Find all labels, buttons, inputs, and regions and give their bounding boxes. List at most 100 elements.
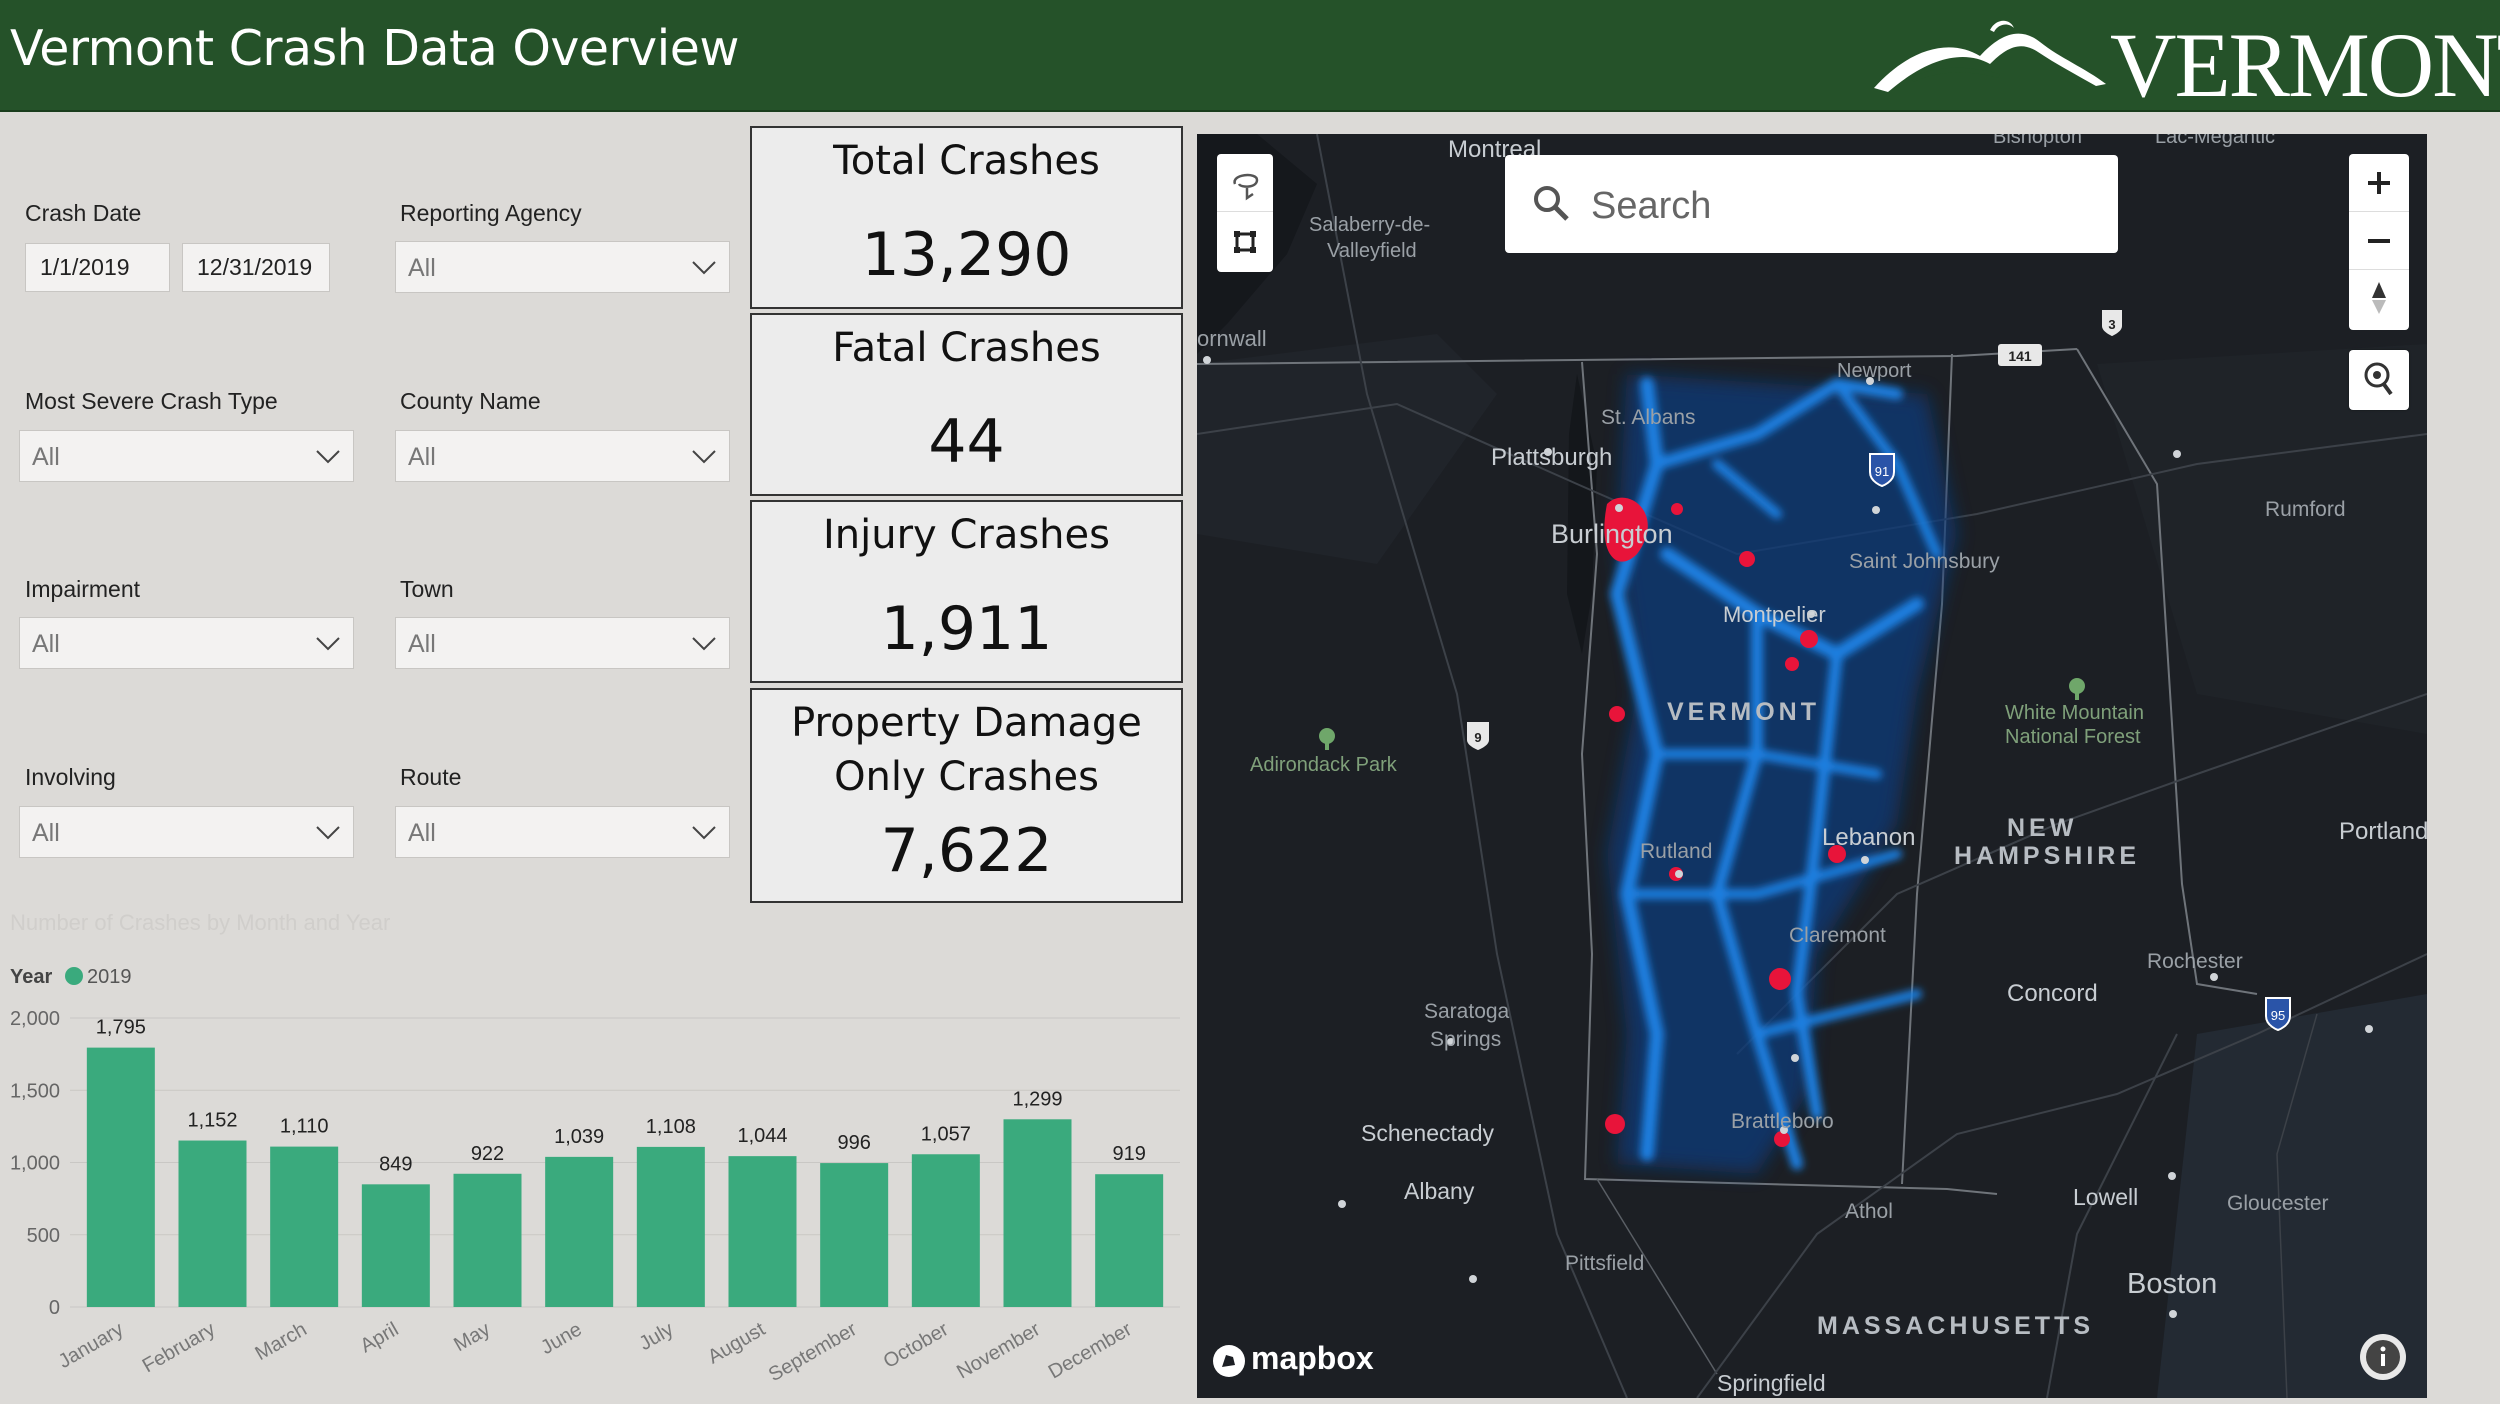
map-info-button[interactable]	[2360, 1334, 2406, 1380]
map-label-new: NEW	[2007, 814, 2078, 842]
involving-dropdown[interactable]: All	[19, 806, 354, 858]
bar-september[interactable]	[820, 1163, 889, 1307]
x-tick-label: July	[636, 1318, 678, 1355]
y-tick-label: 500	[27, 1225, 60, 1247]
dropdown-value: All	[32, 443, 60, 471]
crash-date-start-input[interactable]: 1/1/2019	[25, 243, 170, 292]
map-label-claremont: Claremont	[1789, 924, 1886, 947]
route-label: Route	[400, 764, 462, 790]
bar-november[interactable]	[1003, 1119, 1072, 1307]
chevron-down-icon	[316, 826, 340, 840]
x-tick-label: October	[880, 1318, 953, 1373]
bar-march[interactable]	[270, 1146, 339, 1307]
bar-february[interactable]	[178, 1140, 247, 1307]
crash-date-end-input[interactable]: 12/31/2019	[182, 243, 330, 292]
map-canvas[interactable]: 91 95 3 9 141	[1197, 134, 2427, 1398]
most-severe-crash-type-dropdown[interactable]: All	[19, 430, 354, 482]
lasso-select-button[interactable]	[1217, 154, 1273, 212]
map-label-national-forest: National Forest	[2005, 726, 2141, 748]
dropdown-value: All	[32, 819, 60, 847]
kpi-injury-crashes: Injury Crashes 1,911	[750, 500, 1183, 683]
map-label-lowell: Lowell	[2073, 1184, 2139, 1210]
map-search-input[interactable]: Search	[1505, 155, 2118, 253]
map-label-adirondack: Adirondack Park	[1250, 754, 1397, 776]
map-label-pittsfield: Pittsfield	[1565, 1252, 1645, 1275]
bar-october[interactable]	[911, 1154, 980, 1307]
kpi-title-line1: Property Damage	[791, 700, 1142, 746]
zoom-out-button[interactable]	[2349, 212, 2409, 270]
i91-shield-icon: 91	[1869, 453, 1895, 488]
data-label: 1,108	[646, 1116, 696, 1138]
map-label-hampshire: HAMPSHIRE	[1954, 842, 2141, 870]
map-label-springs: Springs	[1430, 1028, 1502, 1051]
kpi-title: Total Crashes	[833, 138, 1100, 184]
map-label-rumford: Rumford	[2265, 498, 2346, 521]
x-tick-label: May	[450, 1318, 494, 1356]
impairment-label: Impairment	[25, 576, 141, 602]
bar-august[interactable]	[728, 1156, 797, 1307]
mapbox-logo-icon	[1213, 1344, 1245, 1377]
park-tree-icon	[1319, 678, 2085, 750]
minus-icon	[2368, 239, 2390, 243]
mapbox-label: mapbox	[1251, 1340, 1374, 1376]
bar-december[interactable]	[1095, 1174, 1164, 1307]
bar-june[interactable]	[545, 1156, 614, 1307]
zoom-controls	[2349, 154, 2409, 330]
county-name-dropdown[interactable]: All	[395, 430, 730, 482]
route-dropdown[interactable]: All	[395, 806, 730, 858]
crashes-by-month-chart: Year 2019 0 500 1,000 1,500 2,000 1,795 1,152…	[10, 966, 1180, 1386]
map-label-lebanon: Lebanon	[1822, 824, 1916, 851]
map-label-plattsburgh: Plattsburgh	[1491, 444, 1613, 471]
town-dropdown[interactable]: All	[395, 617, 730, 669]
reporting-agency-label: Reporting Agency	[400, 200, 582, 226]
map-label-rochester: Rochester	[2147, 950, 2243, 973]
crash-heatmap-map[interactable]: 91 95 3 9 141 Montreal Salaberry-de- Val…	[1197, 134, 2427, 1398]
city-dots	[1203, 356, 2373, 1318]
county-name-label: County Name	[400, 388, 541, 414]
map-label-bishopton: Bishopton	[1993, 134, 2082, 148]
map-label-white-mountain: White Mountain	[2005, 702, 2144, 724]
bar-january[interactable]	[86, 1047, 155, 1307]
reporting-agency-dropdown[interactable]: All	[395, 241, 730, 293]
rectangle-select-button[interactable]	[1217, 212, 1273, 272]
most-severe-crash-type-label: Most Severe Crash Type	[25, 388, 278, 414]
x-tick-label: June	[537, 1318, 586, 1359]
data-label: 1,299	[1012, 1088, 1062, 1110]
compass-button[interactable]	[2349, 270, 2409, 328]
map-label-st-albans: St. Albans	[1601, 406, 1696, 429]
data-label: 1,110	[280, 1116, 329, 1138]
involving-label: Involving	[25, 764, 116, 790]
i95-shield-icon: 95	[2265, 997, 2291, 1032]
legend-series-name[interactable]: 2019	[87, 966, 132, 988]
y-tick-label: 2,000	[10, 1008, 60, 1030]
x-tick-label: November	[953, 1318, 1044, 1383]
map-label-albany: Albany	[1404, 1178, 1475, 1204]
x-tick-label: September	[765, 1318, 861, 1386]
focus-zoom-button[interactable]	[2349, 350, 2409, 410]
impairment-dropdown[interactable]: All	[19, 617, 354, 669]
bar-april[interactable]	[361, 1184, 430, 1307]
bar-may[interactable]	[453, 1173, 522, 1307]
map-label-valleyfield: Valleyfield	[1327, 240, 1417, 262]
kpi-value: 13,290	[861, 220, 1072, 290]
header-bar: Vermont Crash Data Overview VERMONT	[0, 0, 2500, 116]
mapbox-attribution[interactable]: mapbox	[1211, 1340, 1374, 1379]
bar-july[interactable]	[636, 1146, 705, 1307]
map-label-schenectady: Schenectady	[1361, 1120, 1494, 1146]
zoom-in-button[interactable]	[2349, 154, 2409, 212]
vermont-logo: VERMONT	[1870, 8, 2500, 116]
kpi-value: 44	[928, 407, 1005, 477]
heatmap-roads	[1609, 377, 1942, 1170]
kpi-property-damage-crashes: Property Damage Only Crashes 7,622	[750, 688, 1183, 903]
us3-shield-icon: 3	[2102, 310, 2122, 336]
chart-title: Number of Crashes by Month and Year	[10, 910, 391, 935]
kpi-value: 7,622	[880, 816, 1053, 886]
data-label: 996	[837, 1132, 870, 1154]
data-label: 1,044	[737, 1125, 787, 1147]
data-label: 1,795	[96, 1017, 146, 1039]
us9-shield-icon: 9	[1467, 722, 1489, 750]
lasso-icon	[1233, 173, 1259, 201]
kpi-fatal-crashes: Fatal Crashes 44	[750, 313, 1183, 496]
map-label-springfield: Springfield	[1717, 1370, 1826, 1396]
page-title: Vermont Crash Data Overview	[10, 20, 740, 77]
